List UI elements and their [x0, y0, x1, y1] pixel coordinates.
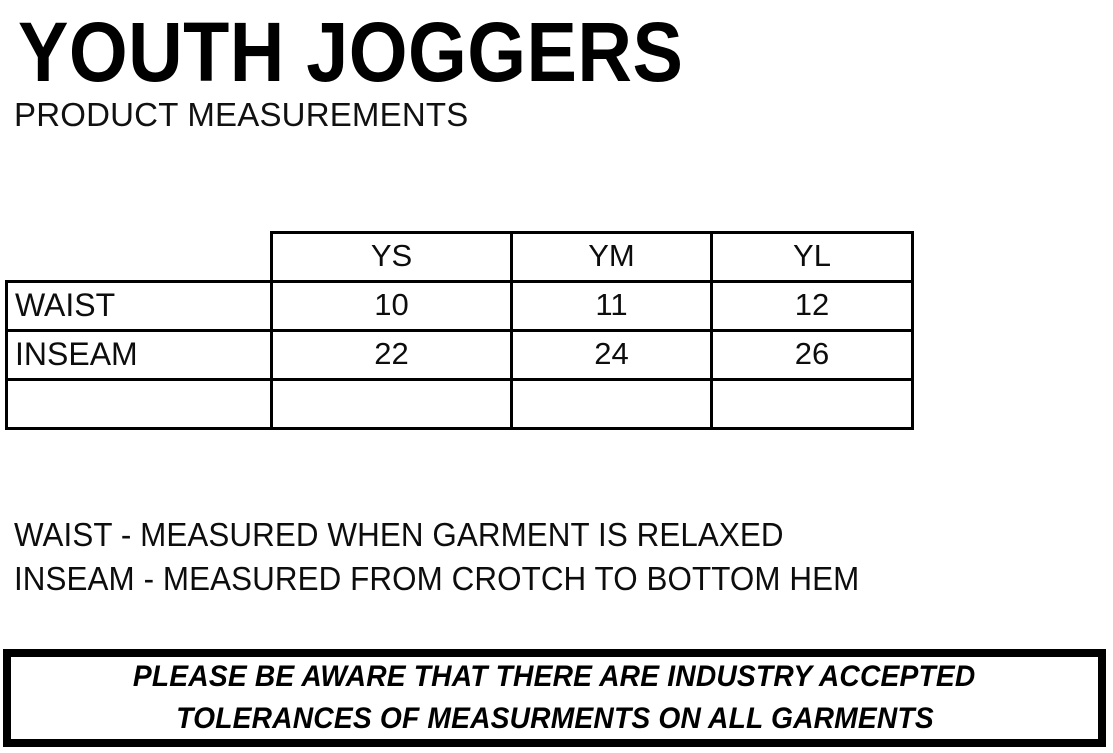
cell-inseam-ym: 24 [510, 329, 713, 381]
disclaimer-line-2: TOLERANCES OF MEASURMENTS ON ALL GARMENT… [175, 702, 934, 735]
column-header-ys: YS [270, 231, 513, 283]
row-label-inseam: INSEAM [5, 329, 273, 381]
note-waist: WAIST - MEASURED WHEN GARMENT IS RELAXED [14, 516, 784, 553]
disclaimer-inner: PLEASE BE AWARE THAT THERE ARE INDUSTRY … [11, 657, 1098, 739]
table-header-row: YS YM YL [7, 231, 914, 283]
table-corner-cell [7, 233, 272, 282]
cell-inseam-ys: 22 [270, 329, 513, 381]
page-subtitle: PRODUCT MEASUREMENTS [14, 96, 469, 133]
table-row: WAIST 10 11 12 [5, 280, 914, 332]
column-header-yl: YL [710, 231, 914, 283]
page-title: YOUTH JOGGERS [18, 5, 684, 99]
cell-inseam-yl: 26 [710, 329, 914, 381]
cell-empty-yl [710, 378, 914, 430]
cell-waist-yl: 12 [710, 280, 914, 332]
table-row: INSEAM 22 24 26 [5, 329, 914, 381]
cell-empty-ym [510, 378, 713, 430]
disclaimer-box: PLEASE BE AWARE THAT THERE ARE INDUSTRY … [3, 649, 1106, 747]
cell-waist-ym: 11 [510, 280, 713, 332]
note-inseam: INSEAM - MEASURED FROM CROTCH TO BOTTOM … [14, 560, 860, 597]
table-row-empty [5, 378, 914, 430]
cell-empty-ys [270, 378, 513, 430]
disclaimer-line-1: PLEASE BE AWARE THAT THERE ARE INDUSTRY … [133, 660, 976, 693]
size-chart-table: YS YM YL WAIST 10 11 12 INSEAM 22 24 26 [5, 231, 914, 430]
row-label-empty [5, 378, 273, 430]
column-header-ym: YM [510, 231, 713, 283]
cell-waist-ys: 10 [270, 280, 513, 332]
row-label-waist: WAIST [5, 280, 273, 332]
size-chart-table-wrapper: YS YM YL WAIST 10 11 12 INSEAM 22 24 26 [5, 231, 914, 430]
measurement-notes: WAIST - MEASURED WHEN GARMENT IS RELAXED… [14, 513, 1014, 601]
